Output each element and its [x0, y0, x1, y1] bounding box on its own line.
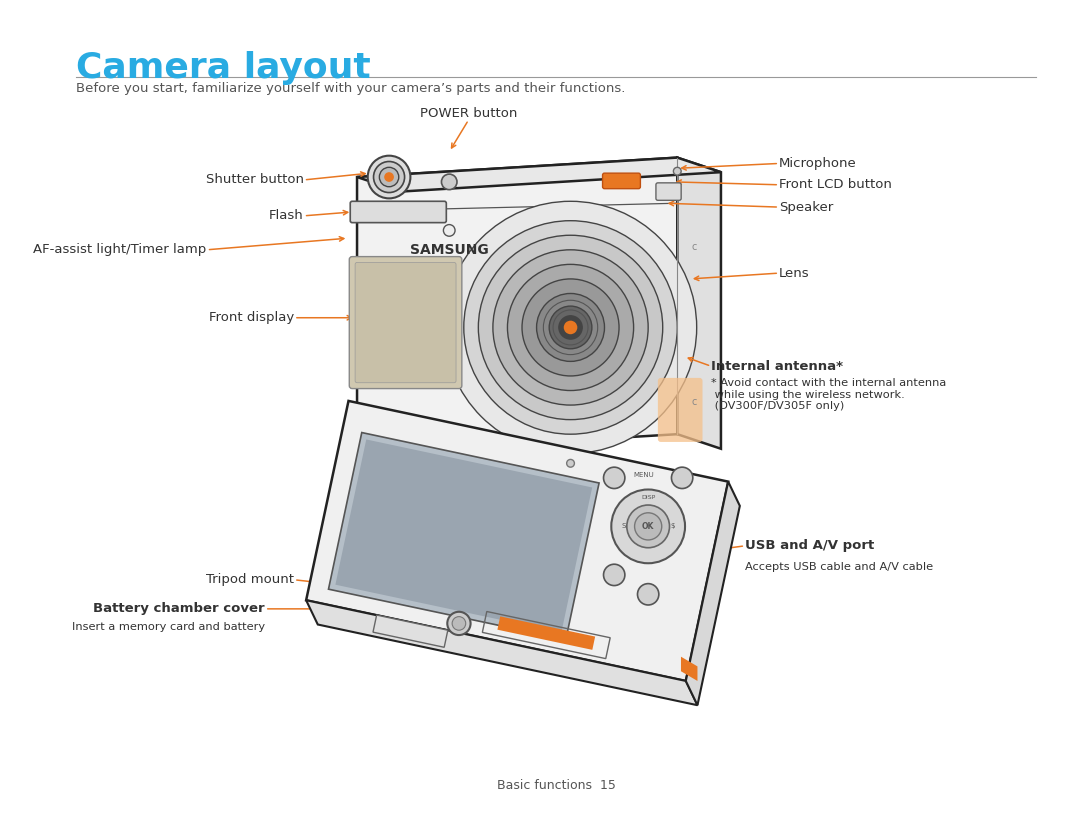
- Circle shape: [444, 225, 455, 236]
- Circle shape: [453, 617, 465, 630]
- Text: Camera layout: Camera layout: [76, 51, 370, 85]
- Text: $: $: [671, 523, 675, 530]
- Polygon shape: [357, 157, 721, 192]
- Text: Basic functions  15: Basic functions 15: [497, 779, 616, 792]
- Circle shape: [508, 264, 634, 390]
- Circle shape: [674, 167, 681, 175]
- Text: * Avoid contact with the internal antenna
 while using the wireless network.
 (D: * Avoid contact with the internal antenn…: [712, 378, 946, 411]
- Circle shape: [604, 564, 625, 585]
- Circle shape: [611, 490, 685, 563]
- Polygon shape: [498, 616, 595, 650]
- Circle shape: [567, 460, 575, 467]
- Text: c: c: [692, 242, 698, 252]
- Circle shape: [379, 167, 399, 187]
- Polygon shape: [306, 600, 698, 705]
- Polygon shape: [373, 615, 448, 647]
- Circle shape: [550, 306, 592, 349]
- Text: Shutter button: Shutter button: [205, 174, 303, 187]
- FancyBboxPatch shape: [658, 378, 702, 442]
- FancyBboxPatch shape: [350, 201, 446, 222]
- Text: DISP: DISP: [642, 495, 656, 500]
- Text: SAMSUNG: SAMSUNG: [409, 243, 488, 257]
- FancyBboxPatch shape: [603, 173, 640, 188]
- FancyBboxPatch shape: [349, 257, 462, 389]
- Text: Battery chamber cover: Battery chamber cover: [93, 602, 265, 615]
- Text: Front LCD button: Front LCD button: [779, 178, 892, 192]
- Circle shape: [492, 250, 648, 405]
- Circle shape: [558, 315, 582, 339]
- Circle shape: [384, 172, 394, 182]
- Text: AF-assist light/Timer lamp: AF-assist light/Timer lamp: [33, 244, 206, 256]
- FancyBboxPatch shape: [355, 262, 456, 383]
- Circle shape: [604, 467, 625, 488]
- Circle shape: [444, 201, 697, 454]
- Circle shape: [478, 236, 663, 420]
- Text: c: c: [692, 397, 698, 407]
- Text: Microphone: Microphone: [779, 157, 856, 170]
- Text: Speaker: Speaker: [779, 200, 834, 214]
- Polygon shape: [686, 482, 740, 705]
- Circle shape: [463, 221, 677, 434]
- Circle shape: [522, 279, 619, 376]
- Circle shape: [564, 320, 578, 334]
- Circle shape: [374, 161, 405, 192]
- Text: Before you start, familiarize yourself with your camera’s parts and their functi: Before you start, familiarize yourself w…: [76, 82, 625, 95]
- Circle shape: [537, 293, 605, 361]
- Text: OK: OK: [642, 522, 654, 531]
- Polygon shape: [357, 157, 677, 454]
- Text: S: S: [622, 523, 626, 530]
- Text: Front display: Front display: [208, 311, 294, 324]
- Circle shape: [635, 513, 662, 540]
- Polygon shape: [336, 439, 592, 632]
- Text: Lens: Lens: [779, 267, 810, 280]
- Polygon shape: [677, 157, 721, 449]
- Circle shape: [672, 467, 692, 488]
- Text: Flash: Flash: [269, 209, 303, 222]
- Circle shape: [626, 505, 670, 548]
- Polygon shape: [306, 401, 728, 681]
- Circle shape: [442, 174, 457, 190]
- Polygon shape: [681, 657, 698, 681]
- Text: USB and A/V port: USB and A/V port: [745, 540, 875, 553]
- Circle shape: [367, 156, 410, 198]
- Circle shape: [447, 612, 471, 635]
- Polygon shape: [328, 433, 599, 640]
- Text: Insert a memory card and battery: Insert a memory card and battery: [71, 623, 265, 632]
- Text: Accepts USB cable and A/V cable: Accepts USB cable and A/V cable: [745, 562, 933, 572]
- Text: Tripod mount: Tripod mount: [206, 573, 294, 586]
- Text: Internal antenna*: Internal antenna*: [712, 359, 843, 372]
- Text: MENU: MENU: [634, 472, 654, 478]
- FancyBboxPatch shape: [656, 183, 681, 200]
- Text: POWER button: POWER button: [420, 107, 517, 120]
- Circle shape: [637, 584, 659, 605]
